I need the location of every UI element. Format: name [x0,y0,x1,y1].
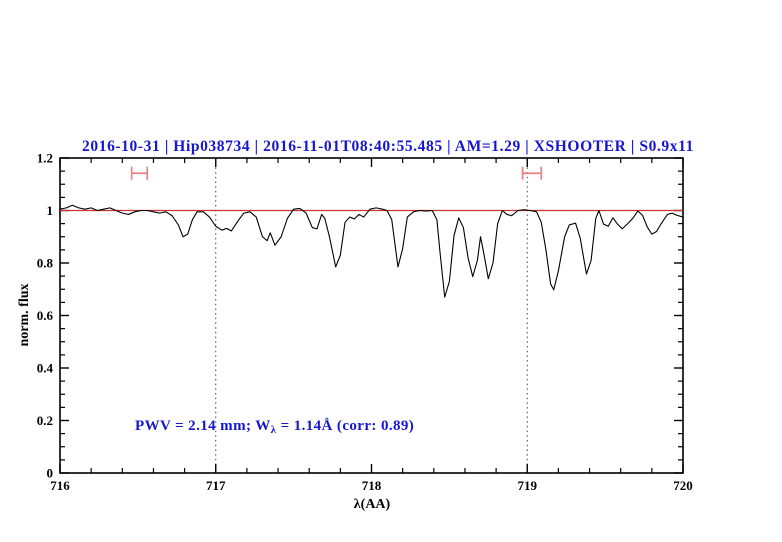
y-tick-label: 1 [47,203,54,218]
y-tick-label: 0.2 [37,413,53,428]
y-tick-label: 0.8 [37,256,54,271]
x-tick-label: 717 [206,478,226,493]
y-tick-label: 1.2 [37,151,53,166]
pwv-annotation-part2: = 1.14Å (corr: 0.89) [276,418,414,434]
chart-layer: 716 717 718 719 720 0 0.2 0.4 0.6 0.8 1 1.2 [37,151,693,494]
pwv-annotation: PWV = 2.14 mm; Wλ = 1.14Å (corr: 0.89) [135,418,414,436]
y-axis-label: norm. flux [17,284,32,347]
x-tick-label: 718 [362,478,382,493]
x-tick-label: 716 [50,478,70,493]
y-tick-label: 0 [47,466,54,481]
y-tick-label: 0.4 [37,361,54,376]
x-tick-label: 720 [673,478,693,493]
pwv-annotation-part1: PWV = 2.14 mm; W [135,418,271,434]
x-axis-label: λ(AA) [354,497,391,512]
y-tick-label: 0.6 [37,308,54,323]
pwv-annotation-subscript: λ [271,424,277,436]
spectrum-line [59,204,684,298]
x-tick-label: 719 [518,478,538,493]
plot-title: 2016-10-31 | Hip038734 | 2016-11-01T08:4… [82,138,694,155]
